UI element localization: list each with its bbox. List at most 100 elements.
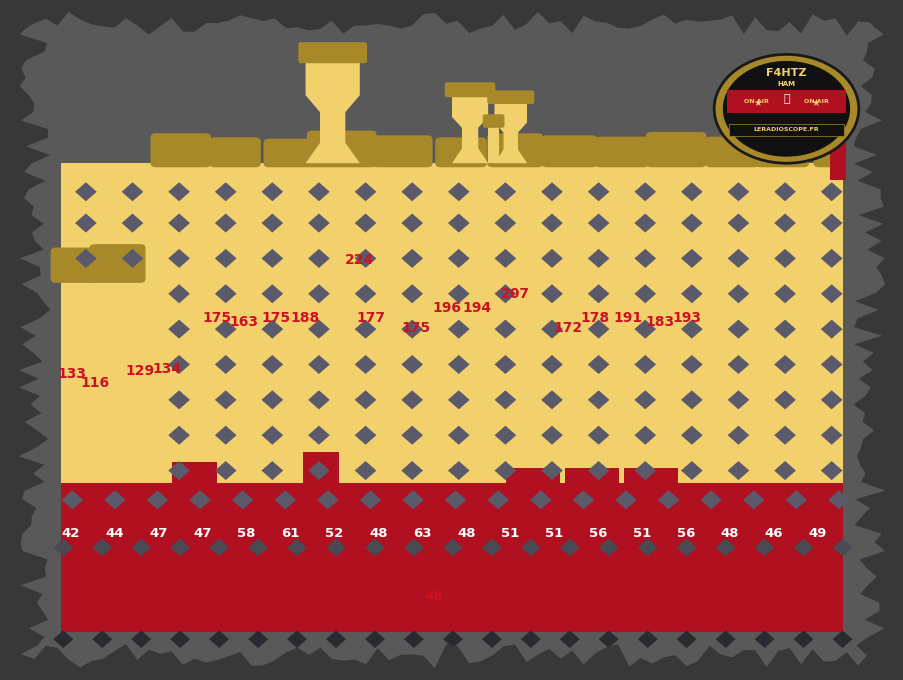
Polygon shape [754,539,774,556]
FancyBboxPatch shape [372,135,432,167]
Polygon shape [402,490,424,509]
Polygon shape [448,182,470,201]
Polygon shape [700,490,721,509]
Polygon shape [529,490,551,509]
Polygon shape [598,539,618,556]
Polygon shape [189,490,210,509]
Polygon shape [317,490,339,509]
Polygon shape [494,102,526,163]
Text: 178: 178 [580,311,609,324]
Polygon shape [146,490,168,509]
Text: 47: 47 [149,527,167,541]
Text: 61: 61 [281,527,299,541]
Polygon shape [827,490,849,509]
Polygon shape [0,0,51,680]
Polygon shape [638,539,657,556]
Polygon shape [494,461,516,480]
Bar [506,468,560,483]
FancyBboxPatch shape [435,137,486,167]
Polygon shape [541,355,563,374]
Polygon shape [587,355,609,374]
FancyBboxPatch shape [594,137,648,167]
FancyBboxPatch shape [487,133,543,167]
FancyBboxPatch shape [482,114,504,128]
Polygon shape [354,320,376,339]
Polygon shape [793,630,813,648]
Polygon shape [820,355,842,374]
FancyBboxPatch shape [307,131,377,167]
FancyBboxPatch shape [728,124,843,136]
FancyBboxPatch shape [754,137,808,167]
Polygon shape [305,61,359,163]
Text: 193: 193 [672,311,701,324]
Polygon shape [359,490,381,509]
Polygon shape [494,355,516,374]
Polygon shape [452,95,488,163]
Polygon shape [215,284,237,303]
Text: 47: 47 [193,527,211,541]
Polygon shape [715,539,735,556]
Polygon shape [494,320,516,339]
Text: 207: 207 [500,288,529,301]
Polygon shape [401,461,423,480]
Polygon shape [541,426,563,445]
Polygon shape [168,390,190,409]
Polygon shape [657,490,679,509]
Polygon shape [541,461,563,480]
Polygon shape [634,182,656,201]
FancyBboxPatch shape [444,82,495,97]
Polygon shape [587,214,609,233]
Text: 133: 133 [58,367,87,381]
FancyBboxPatch shape [541,135,597,167]
Text: 51: 51 [500,527,519,541]
Polygon shape [404,630,424,648]
Text: 116: 116 [80,376,109,390]
Bar [564,468,619,483]
Polygon shape [820,284,842,303]
Polygon shape [261,461,283,480]
Polygon shape [168,355,190,374]
Polygon shape [638,630,657,648]
Polygon shape [680,426,702,445]
Polygon shape [354,355,376,374]
Polygon shape [680,182,702,201]
Polygon shape [494,249,516,268]
Polygon shape [587,320,609,339]
Polygon shape [793,539,813,556]
FancyBboxPatch shape [89,244,145,283]
Polygon shape [442,630,462,648]
Polygon shape [53,630,73,648]
Polygon shape [308,182,330,201]
Polygon shape [852,0,903,680]
Polygon shape [680,320,702,339]
Text: LERADIOSCOPE.FR: LERADIOSCOPE.FR [753,127,818,132]
Polygon shape [215,249,237,268]
Polygon shape [247,630,268,648]
Polygon shape [365,630,385,648]
Text: 51: 51 [632,527,651,541]
Text: 42: 42 [61,527,79,541]
Polygon shape [832,539,852,556]
Polygon shape [287,630,307,648]
Text: 58: 58 [237,527,256,541]
Bar [303,452,339,483]
Polygon shape [92,630,112,648]
Polygon shape [170,630,190,648]
FancyBboxPatch shape [645,132,706,167]
Polygon shape [401,249,423,268]
Polygon shape [401,182,423,201]
Polygon shape [481,539,501,556]
Polygon shape [231,490,253,509]
Polygon shape [401,214,423,233]
Polygon shape [61,163,842,558]
Polygon shape [448,461,470,480]
Polygon shape [634,214,656,233]
Polygon shape [634,284,656,303]
Polygon shape [401,355,423,374]
Polygon shape [168,461,190,480]
Polygon shape [404,539,424,556]
Polygon shape [261,284,283,303]
FancyBboxPatch shape [487,90,534,104]
Polygon shape [448,320,470,339]
Text: 48: 48 [424,590,442,603]
